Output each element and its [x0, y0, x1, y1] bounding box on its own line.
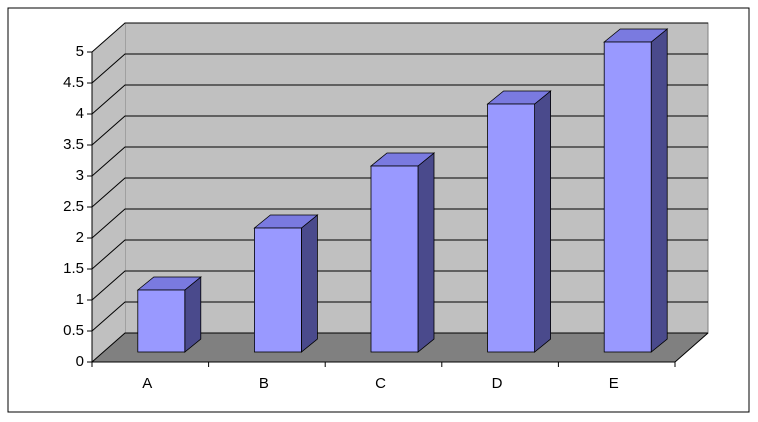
y-tick-label: 4.5	[63, 74, 84, 91]
y-tick-label: 1.5	[63, 260, 84, 277]
bar-side	[650, 28, 668, 353]
bar	[137, 289, 186, 353]
y-tick-label: 5	[76, 43, 84, 60]
y-tick-label: 3	[76, 167, 84, 184]
y-tick-label: 4	[76, 105, 84, 122]
grid-line	[91, 53, 708, 84]
x-tick-label: A	[142, 375, 152, 392]
grid-line	[91, 84, 708, 115]
y-tick-label: 0	[76, 353, 84, 370]
y-tick-label: 2.5	[63, 198, 84, 215]
bar-side	[300, 214, 318, 353]
y-tick-label: 2	[76, 229, 84, 246]
grid-line	[91, 22, 708, 53]
floor-edge	[674, 332, 709, 363]
bar	[487, 103, 536, 353]
y-tick-label: 3.5	[63, 136, 84, 153]
x-tick-label: C	[375, 375, 386, 392]
bar-side	[534, 90, 551, 353]
bar	[603, 41, 652, 353]
bar	[253, 227, 302, 353]
x-tick-label: B	[259, 375, 269, 392]
x-tick-label: E	[609, 375, 619, 392]
x-tick-label: D	[492, 375, 503, 392]
bar	[370, 165, 419, 353]
y-tick-label: 0.5	[63, 322, 84, 339]
bar-side	[417, 152, 435, 353]
y-tick-label: 1	[76, 291, 84, 308]
